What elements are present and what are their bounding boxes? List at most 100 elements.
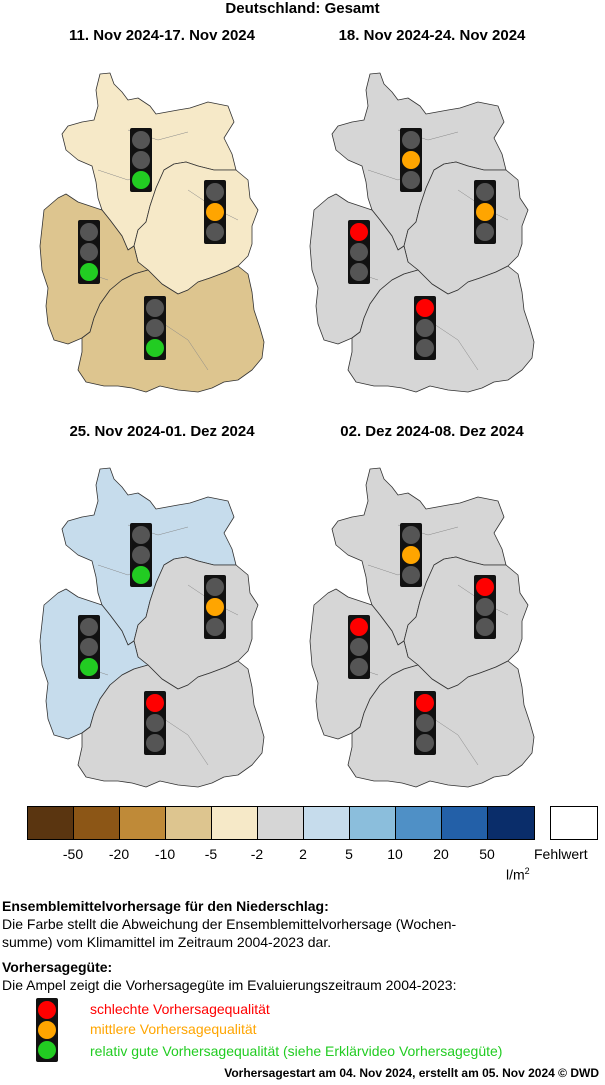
region-south [77,660,265,788]
green-lamp-icon [132,566,150,584]
red-lamp-icon [80,618,98,636]
orange-lamp-icon [476,203,494,221]
green-lamp-icon [80,658,98,676]
germany-map-week-2 [308,70,548,405]
traffic-light-key-icon [36,998,58,1062]
legend-tick-label: 10 [387,846,403,862]
state-border [157,319,209,371]
orange-lamp-icon [38,1021,56,1039]
green-lamp-icon [476,618,494,636]
legend-tick-label: -2 [250,846,264,862]
panel-title-4: 02. Dez 2024-08. Dez 2024 [340,423,524,440]
state-border [427,319,479,371]
orange-lamp-icon [476,598,494,616]
orange-lamp-icon [416,714,434,732]
key-medium-quality: mittlere Vorhersagequalität [90,1021,257,1037]
green-lamp-icon [416,734,434,752]
description-line-3: Die Ampel zeigt die Vorhersagegüte im Ev… [2,977,457,993]
key-good-quality: relativ gute Vorhersagequalität (siehe E… [90,1043,503,1059]
germany-map-week-1 [38,70,278,405]
legend-swatch [258,807,304,839]
legend-tick-label: 20 [433,846,449,862]
green-lamp-icon [206,618,224,636]
green-lamp-icon [132,171,150,189]
orange-lamp-icon [80,638,98,656]
red-lamp-icon [416,694,434,712]
region-south [347,265,535,393]
legend-swatch [166,807,212,839]
green-lamp-icon [146,339,164,357]
legend-tick-label: -20 [108,846,130,862]
red-lamp-icon [416,299,434,317]
missing-value-swatch [550,806,598,840]
legend-tick-label: -50 [62,846,84,862]
red-lamp-icon [350,618,368,636]
main-title: Deutschland: Gesamt [225,0,380,17]
germany-map-week-4 [308,465,548,800]
legend-swatch [396,807,442,839]
green-lamp-icon [350,263,368,281]
red-lamp-icon [80,223,98,241]
orange-lamp-icon [350,243,368,261]
legend-tick-label: 50 [479,846,495,862]
legend-tick-label: -10 [154,846,176,862]
heading-ensemble: Ensemblemittelvorhersage für den Nieders… [2,898,329,914]
panel-title-2: 18. Nov 2024-24. Nov 2024 [338,27,526,44]
red-lamp-icon [146,694,164,712]
green-lamp-icon [402,171,420,189]
legend-tick-label: 5 [345,846,353,862]
traffic-light-icon [348,615,370,679]
traffic-light-icon [414,296,436,360]
traffic-light-icon [474,575,496,639]
orange-lamp-icon [132,546,150,564]
legend-swatch [74,807,120,839]
traffic-light-icon [400,523,422,587]
traffic-light-icon [400,128,422,192]
orange-lamp-icon [402,546,420,564]
region-south [77,265,265,393]
green-lamp-icon [476,223,494,241]
traffic-light-icon [130,128,152,192]
orange-lamp-icon [206,598,224,616]
traffic-light-icon [130,523,152,587]
green-lamp-icon [416,339,434,357]
legend-swatch [28,807,74,839]
panel-title-3: 25. Nov 2024-01. Dez 2024 [69,423,255,440]
orange-lamp-icon [80,243,98,261]
traffic-light-icon [78,220,100,284]
state-border [157,714,209,766]
heading-quality: Vorhersagegüte: [2,959,113,975]
traffic-light-icon [348,220,370,284]
green-lamp-icon [402,566,420,584]
red-lamp-icon [38,1001,56,1019]
region-south [347,660,535,788]
red-lamp-icon [132,131,150,149]
unit-label: l/m2 [506,866,530,883]
legend-swatch [442,807,488,839]
green-lamp-icon [206,223,224,241]
traffic-light-icon [204,575,226,639]
traffic-light-icon [144,296,166,360]
footer-note: Vorhersagestart am 04. Nov 2024, erstell… [224,1066,599,1080]
orange-lamp-icon [350,638,368,656]
traffic-light-icon [78,615,100,679]
red-lamp-icon [402,131,420,149]
red-lamp-icon [206,183,224,201]
green-lamp-icon [80,263,98,281]
legend-tick-label: 2 [299,846,307,862]
legend-swatch [120,807,166,839]
orange-lamp-icon [416,319,434,337]
description-line-1: Die Farbe stellt die Abweichung der Ense… [2,916,457,932]
legend-swatch [350,807,396,839]
red-lamp-icon [146,299,164,317]
red-lamp-icon [402,526,420,544]
legend-swatch [488,807,534,839]
green-lamp-icon [38,1041,56,1059]
traffic-light-icon [144,691,166,755]
description-line-2: summe) vom Klimamittel im Zeitraum 2004-… [2,934,332,950]
key-bad-quality: schlechte Vorhersagequalität [90,1001,270,1017]
red-lamp-icon [206,578,224,596]
traffic-light-icon [474,180,496,244]
traffic-light-icon [414,691,436,755]
legend-swatch [212,807,258,839]
